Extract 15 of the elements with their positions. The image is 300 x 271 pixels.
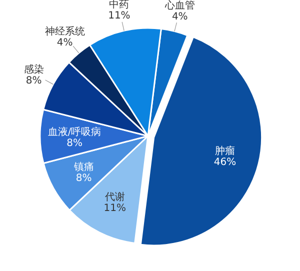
data-label: 4%	[172, 11, 188, 22]
slice-label: 代谢	[104, 191, 125, 204]
data-label: 8%	[66, 138, 82, 149]
slice-label: 镇痛	[72, 161, 94, 174]
slice-label: 血液/呼吸病	[48, 126, 102, 138]
data-label: 4%	[56, 38, 73, 49]
slice-label: 心血管	[164, 0, 195, 12]
slice-label: 神经系统	[44, 26, 85, 38]
data-label: 11%	[104, 203, 126, 214]
data-label: 11%	[108, 10, 130, 22]
data-label: 8%	[76, 173, 92, 184]
data-label: 46%	[214, 156, 236, 168]
slice-label: 感染	[24, 63, 44, 76]
slice-label: 肿瘤	[215, 144, 236, 157]
data-label: 8%	[26, 75, 42, 86]
